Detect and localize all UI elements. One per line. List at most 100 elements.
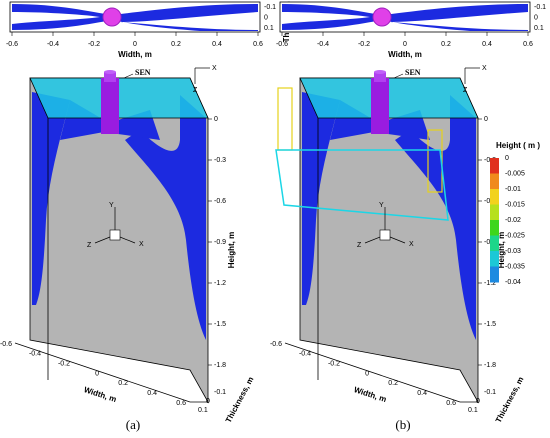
corner-label: X [212,65,217,72]
right-plume [395,95,476,340]
width-tick-label: -0.6 [270,341,282,348]
thickness-tick-label: 0 [476,398,480,405]
left-plume [302,92,340,305]
y-tick-label: 0.1 [534,25,544,32]
thickness-tick-label: -0.1 [484,389,496,396]
mark-cyan [275,149,449,221]
thickness-tick-label: 0.1 [468,407,478,414]
y-tick-label: 0 [264,14,268,21]
legend-level: -0.04 [505,279,521,286]
legend-level: -0.03 [505,248,521,255]
triad-label: Z [87,242,92,249]
x-tick-label: 0.4 [482,41,492,48]
sen-label: SEN [135,68,151,77]
width-tick-label: 0.2 [118,380,128,387]
sen-pointer [123,73,134,79]
width-tick-label: 0.2 [388,380,398,387]
thickness-axis-label: Thickness, m [494,375,526,424]
colorbar-swatch [490,266,499,283]
y-tick-label: -0.1 [264,4,276,11]
sen-cap [104,70,116,74]
colorbar-swatch [490,189,499,205]
x-tick-label: 0.6 [523,41,533,48]
height-tick-label: -1.5 [214,321,226,328]
sen-pipe [374,72,386,82]
height-tick-label: -1.8 [484,362,496,369]
sen-body [101,78,119,134]
colorbar-swatch [490,173,499,190]
height-tick-label: -0.3 [214,157,226,164]
sen-body [371,78,389,134]
width-tick-label: 0.6 [176,400,186,407]
x-tick-label: 0.4 [212,41,222,48]
height-tick-label: -0.6 [214,198,226,205]
width-tick-label: 0.6 [446,400,456,407]
triad-label: Y [109,202,114,209]
triad-label: X [409,241,414,248]
height-axis-label: Height, m [497,232,506,268]
y-tick-label: -0.1 [534,4,546,11]
x-tick-label: -0.4 [317,41,329,48]
x-tick-label: -0.2 [88,41,100,48]
width-tick-label: -0.4 [29,351,41,358]
triad-label: X [139,241,144,248]
height-axis-label: Height, m [227,232,236,268]
height-tick-label: -1.5 [484,321,496,328]
top-sen [102,7,122,27]
top-plume [12,4,258,31]
x-tick-label: 0.6 [253,41,263,48]
x-tick-label: -0.6 [276,41,288,48]
right-plume [125,95,206,340]
panel: -0.6 -0.4 -0.2 0 0.2 0.4 0.6 Width, m -0.1 0 0.1 Th… [0,0,291,432]
colorbar-swatch [490,220,499,236]
colorbar-swatch [490,235,499,252]
legend-title: Height ( m ) [496,141,540,150]
legend-level: -0.015 [505,201,525,208]
mark-yellow [277,87,293,151]
colorbar-swatch [490,251,499,267]
thickness-axis-label: Thickness, m [224,375,256,424]
caption: (b) [395,417,410,432]
height-tick-label: 0 [214,116,218,123]
x-axis-label: Width, m [388,50,422,59]
y-tick-label: 0 [534,14,538,21]
height-tick-label: 0 [484,116,488,123]
width-tick-label: -0.4 [299,351,311,358]
corner-label: Z [463,87,468,94]
top-plume [282,4,528,31]
y-tick-label: 0.1 [264,25,274,32]
sen-pointer [393,73,404,79]
colorbar-swatch [490,158,499,174]
x-tick-label: 0.2 [171,41,181,48]
x-tick-label: 0 [403,41,407,48]
triad-label: Y [379,202,384,209]
width-tick-label: 0 [95,370,99,377]
height-tick-label: -1.2 [484,280,496,287]
thickness-tick-label: 0.1 [198,407,208,414]
sen-label: SEN [405,68,421,77]
legend-level: -0.01 [505,186,521,193]
top-sen [372,7,392,27]
width-tick-label: 0 [365,370,369,377]
caption: (a) [126,417,140,432]
width-tick-label: 0.4 [147,390,157,397]
triad-cube [109,229,121,241]
width-axis-label: Width, m [83,385,118,404]
x-tick-label: 0.2 [441,41,451,48]
colorbar-swatch [490,204,499,221]
width-axis-label: Width, m [353,385,388,404]
width-tick-label: -0.2 [328,361,340,368]
thickness-tick-label: 0 [206,398,210,405]
left-plume [32,92,70,305]
sen-cap [374,70,386,74]
triad-cube [379,229,391,241]
height-tick-label: -0.9 [214,239,226,246]
legend-level: -0.005 [505,170,525,177]
panel: -0.6 -0.4 -0.2 0 0.2 0.4 0.6 Width, m -0.1 0 0.1 Th… [270,1,546,432]
width-tick-label: -0.6 [0,341,12,348]
width-tick-label: 0.4 [417,390,427,397]
x-tick-label: -0.4 [47,41,59,48]
x-tick-label: -0.2 [358,41,370,48]
edge [284,342,461,403]
